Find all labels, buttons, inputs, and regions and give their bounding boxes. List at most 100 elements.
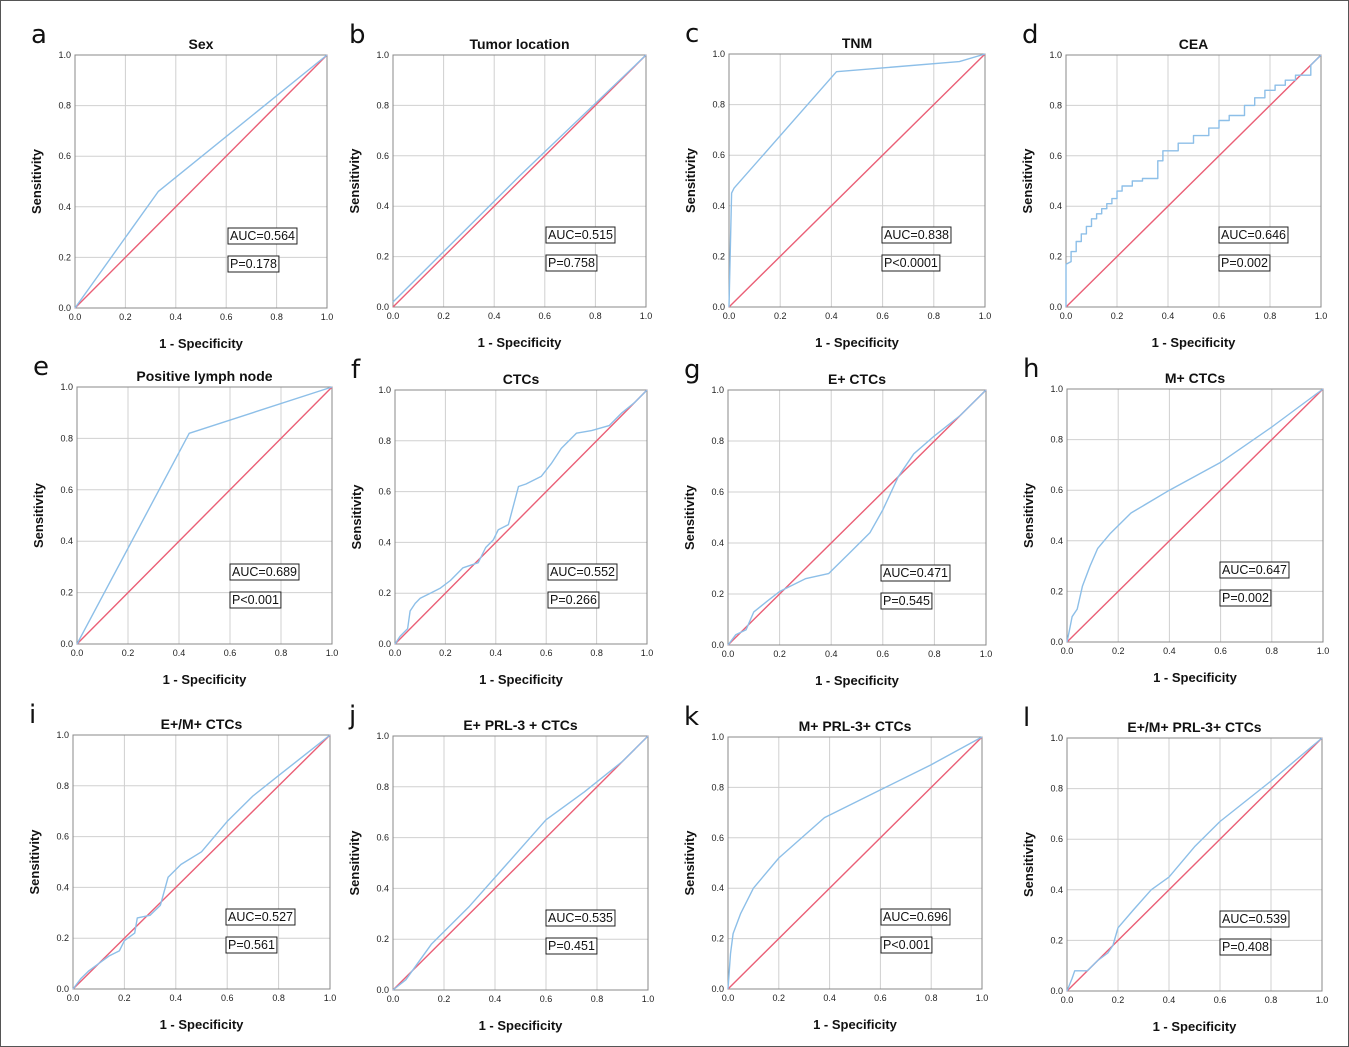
auc-annotation: AUC=0.647 [1222,563,1287,577]
y-tick-label: 0.8 [60,433,73,443]
x-tick-label: 0.6 [221,993,234,1003]
x-tick-label: 0.8 [925,993,938,1003]
x-tick-label: 0.8 [928,649,941,659]
y-tick-label: 0.6 [711,487,724,497]
reference-diagonal-line [74,54,328,309]
p-value-annotation-box [880,936,933,954]
x-tick-label: 0.6 [224,648,237,658]
auc-annotation: AUC=0.646 [1221,228,1286,242]
x-axis-title: 1 - Specificity [479,1018,564,1033]
y-axis-title: Sensitivity [682,484,697,550]
panel-letter: c [685,19,699,49]
x-tick-label: 0.4 [1163,995,1176,1005]
y-tick-label: 0.6 [1050,834,1063,844]
y-tick-label: 0.2 [376,934,389,944]
p-value-annotation-box [1219,938,1272,956]
p-value-annotation: P=0.451 [548,939,595,953]
panel-letter: k [684,702,699,732]
x-tick-label: 0.8 [1265,995,1278,1005]
x-tick-label: 0.6 [874,993,887,1003]
x-axis-title: 1 - Specificity [1153,1019,1238,1034]
plot-frame [74,54,328,309]
y-tick-label: 0.8 [1049,100,1062,110]
x-tick-label: 0.4 [170,312,183,322]
panel-letter: d [1022,20,1039,50]
x-tick-label: 0.0 [387,994,400,1004]
roc-panel-k: k M+ PRL-3+ CTCs 0.00.0 0.2 0.2 0.4 0.4 0.6 0.6 0… [682,702,988,1032]
y-tick-label: 0.2 [58,252,71,262]
x-tick-label: 0.6 [540,648,553,658]
y-tick-label: 1.0 [378,385,391,395]
y-tick-label: 0.8 [58,101,71,111]
x-tick-label: 1.0 [1317,646,1330,656]
x-tick-label: 1.0 [979,311,992,321]
chart-title: M+ PRL-3+ CTCs [799,718,912,734]
reference-diagonal-line [1066,388,1324,643]
x-tick-label: 0.2 [773,993,786,1003]
chart-title: M+ CTCs [1165,370,1226,386]
y-tick-label: 1.0 [58,50,71,60]
y-tick-label: 1.0 [56,730,69,740]
x-tick-label: 0.6 [876,311,889,321]
x-tick-label: 0.4 [1162,311,1175,321]
reference-diagonal-line [728,53,986,308]
panel-letter: g [684,355,701,385]
x-tick-label: 1.0 [321,312,334,322]
chart-title: Sex [189,36,214,52]
roc-curve-line [1065,54,1322,307]
auc-annotation-box [227,227,298,245]
y-tick-label: 1.0 [1049,50,1062,60]
auc-annotation: AUC=0.689 [232,565,297,579]
y-tick-label: 0.0 [711,640,724,650]
y-tick-label: 0.2 [60,588,73,598]
reference-diagonal-line [392,735,649,991]
x-tick-label: 0.2 [1112,646,1125,656]
x-tick-label: 1.0 [642,994,655,1004]
auc-annotation-box [880,564,951,582]
y-tick-label: 0.6 [378,487,391,497]
auc-annotation: AUC=0.471 [883,566,948,580]
y-tick-label: 0.2 [711,589,724,599]
x-tick-label: 0.8 [272,993,285,1003]
y-tick-label: 1.0 [1050,733,1063,743]
y-axis-title: Sensitivity [347,830,362,896]
y-tick-label: 0.0 [1049,302,1062,312]
chart-title: Tumor location [469,36,569,52]
x-axis-title: 1 - Specificity [1152,335,1237,350]
y-axis-title: Sensitivity [1021,482,1036,548]
chart-title: E+ CTCs [828,371,886,387]
x-axis-title: 1 - Specificity [159,336,244,351]
y-axis-title: Sensitivity [349,484,364,550]
y-tick-label: 0.8 [1050,784,1063,794]
y-tick-label: 0.8 [711,436,724,446]
p-value-annotation: P=0.758 [548,256,595,270]
x-tick-label: 0.0 [1061,646,1074,656]
x-tick-label: 0.8 [1266,646,1279,656]
roc-curve-line [727,389,987,646]
auc-annotation: AUC=0.564 [230,229,295,243]
auc-annotation-box [881,226,952,244]
p-value-annotation-box [545,937,598,955]
x-axis-title: 1 - Specificity [815,335,900,350]
p-value-annotation: P<0.001 [883,938,930,952]
x-tick-label: 0.8 [591,994,604,1004]
x-tick-label: 0.6 [1213,311,1226,321]
panel-letter: a [31,20,47,50]
roc-panel-e: e Positive lymph node 0.00.0 0.2 0.2 0.4 0.4 0.… [31,352,338,687]
y-tick-label: 0.2 [711,934,724,944]
y-tick-label: 0.0 [58,303,71,313]
plot-frame [392,735,649,991]
x-tick-label: 0.8 [590,648,603,658]
x-tick-label: 0.2 [439,648,452,658]
roc-curve-line [1066,388,1324,643]
x-tick-label: 1.0 [641,648,654,658]
x-tick-label: 0.4 [170,993,183,1003]
y-tick-label: 0.4 [1049,201,1062,211]
p-value-annotation: P=0.561 [228,938,275,952]
y-tick-label: 0.6 [1049,151,1062,161]
x-axis-title: 1 - Specificity [478,335,563,350]
x-tick-label: 0.4 [825,311,838,321]
x-axis-title: 1 - Specificity [479,672,564,687]
roc-panel-i: i E+/M+ CTCs 0.00.0 0.2 0.2 0.4 0.4 0.6 0.6 0.8 0.… [27,700,336,1032]
